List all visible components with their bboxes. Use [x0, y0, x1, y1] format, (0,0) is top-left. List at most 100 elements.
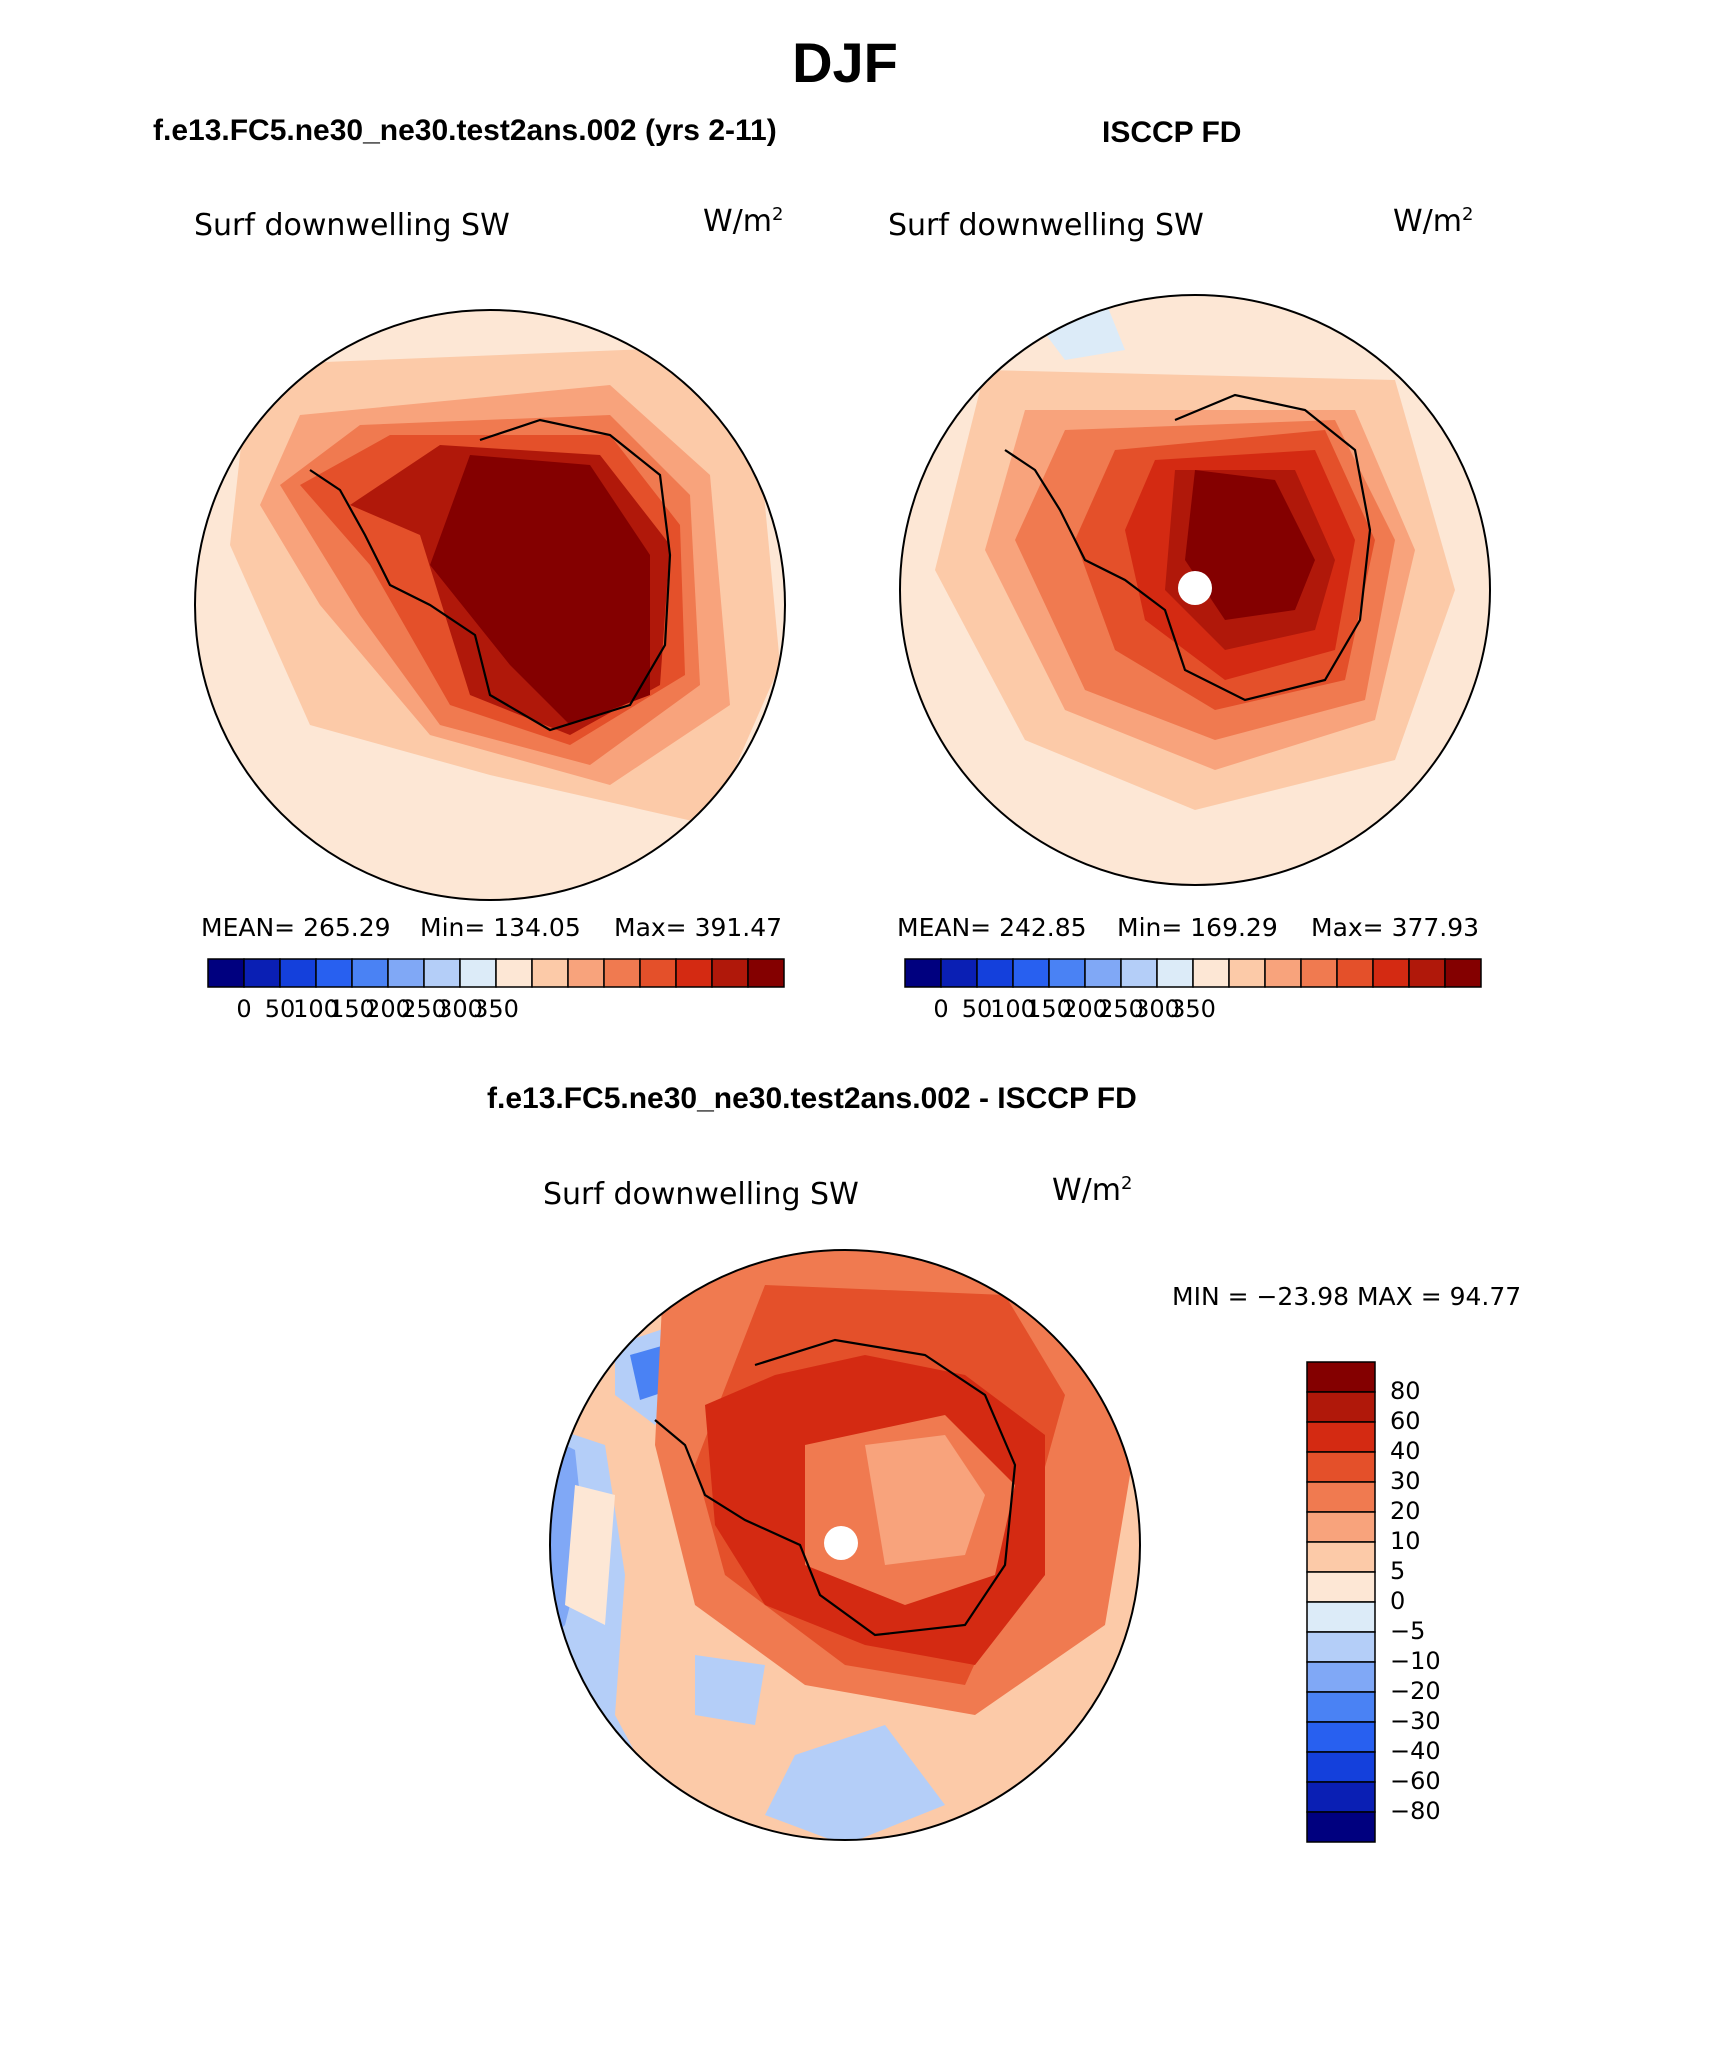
colorbar-swatch: [1120, 958, 1158, 988]
obs-variable-label: Surf downwelling SW: [888, 208, 1204, 243]
colorbar-swatch: [1300, 958, 1338, 988]
colorbar-tick-label: −40: [1390, 1737, 1441, 1765]
colorbar-swatch: [1306, 1601, 1376, 1633]
colorbar-tick-label: −10: [1390, 1647, 1441, 1675]
colorbar-swatch: [904, 958, 942, 988]
colorbar-tick-label: 300: [437, 995, 483, 1023]
colorbar-swatch: [747, 958, 785, 988]
colorbar-tick-label: 300: [1134, 995, 1180, 1023]
obs-colorbar-ticks: 0 50 100 150 200 250 300 350: [903, 995, 1483, 1025]
obs-unit-label: W/m2: [1393, 204, 1474, 239]
colorbar-swatch: [387, 958, 425, 988]
colorbar-swatch: [1408, 958, 1446, 988]
colorbar-swatch: [1306, 1421, 1376, 1453]
colorbar-swatch: [675, 958, 713, 988]
obs-mean-text: MEAN= 242.85: [897, 913, 1087, 942]
colorbar-swatch: [1306, 1511, 1376, 1543]
obs-min-text: Min= 169.29: [1117, 913, 1278, 942]
obs-colorbar: [904, 958, 1482, 988]
colorbar-tick-label: 100: [293, 995, 339, 1023]
colorbar-tick-label: 40: [1390, 1437, 1421, 1465]
colorbar-swatch: [1306, 1391, 1376, 1423]
colorbar-swatch: [1306, 1661, 1376, 1693]
colorbar-tick-label: −60: [1390, 1767, 1441, 1795]
colorbar-tick-label: 80: [1390, 1377, 1421, 1405]
colorbar-tick-label: 200: [365, 995, 411, 1023]
difference-polar-map: [549, 1249, 1141, 1841]
colorbar-swatch: [1048, 958, 1086, 988]
colorbar-tick-label: 0: [1390, 1587, 1406, 1615]
colorbar-swatch: [940, 958, 978, 988]
colorbar-swatch: [423, 958, 461, 988]
colorbar-tick-label: 50: [264, 995, 296, 1023]
obs-polar-map: [899, 294, 1491, 886]
colorbar-tick-label: 150: [329, 995, 375, 1023]
colorbar-swatch: [976, 958, 1014, 988]
colorbar-swatch: [1306, 1541, 1376, 1573]
colorbar-swatch: [711, 958, 749, 988]
colorbar-swatch: [351, 958, 389, 988]
colorbar-swatch: [531, 958, 569, 988]
colorbar-swatch: [1306, 1811, 1376, 1843]
colorbar-swatch: [459, 958, 497, 988]
colorbar-swatch: [1156, 958, 1194, 988]
colorbar-swatch: [1306, 1631, 1376, 1663]
colorbar-swatch: [1336, 958, 1374, 988]
colorbar-tick-label: −5: [1390, 1617, 1426, 1645]
colorbar-tick-label: 250: [401, 995, 447, 1023]
colorbar-swatch: [1444, 958, 1482, 988]
colorbar-tick-label: 20: [1390, 1497, 1421, 1525]
colorbar-swatch: [207, 958, 245, 988]
difference-minmax-text: MIN = −23.98 MAX = 94.77: [1172, 1282, 1522, 1311]
colorbar-swatch: [1192, 958, 1230, 988]
colorbar-tick-label: 150: [1026, 995, 1072, 1023]
colorbar-swatch: [1306, 1361, 1376, 1393]
colorbar-swatch: [639, 958, 677, 988]
difference-title: f.e13.FC5.ne30_ne30.test2ans.002 - ISCCP…: [487, 1082, 1137, 1115]
model-variable-label: Surf downwelling SW: [194, 208, 510, 243]
colorbar-swatch: [567, 958, 605, 988]
colorbar-tick-label: 10: [1390, 1527, 1421, 1555]
colorbar-tick-label: 50: [961, 995, 993, 1023]
colorbar-tick-label: 30: [1390, 1467, 1421, 1495]
colorbar-swatch: [279, 958, 317, 988]
colorbar-swatch: [1084, 958, 1122, 988]
colorbar-swatch: [495, 958, 533, 988]
colorbar-swatch: [1228, 958, 1266, 988]
page-title: DJF: [792, 31, 898, 94]
colorbar-tick-label: 200: [1062, 995, 1108, 1023]
colorbar-tick-label: 0: [933, 995, 949, 1023]
model-max-text: Max= 391.47: [614, 913, 783, 942]
model-colorbar-ticks: 0 50 100 150 200 250 300 350: [206, 995, 786, 1025]
colorbar-tick-label: 5: [1390, 1557, 1406, 1585]
difference-colorbar: [1306, 1361, 1376, 1843]
colorbar-tick-label: −80: [1390, 1797, 1441, 1825]
colorbar-swatch: [603, 958, 641, 988]
colorbar-swatch: [1264, 958, 1302, 988]
colorbar-swatch: [1306, 1691, 1376, 1723]
difference-unit-label: W/m2: [1052, 1173, 1133, 1208]
colorbar-swatch: [1306, 1751, 1376, 1783]
model-colorbar: [207, 958, 785, 988]
colorbar-tick-label: −30: [1390, 1707, 1441, 1735]
colorbar-tick-label: 0: [236, 995, 252, 1023]
colorbar-tick-label: −20: [1390, 1677, 1441, 1705]
model-unit-label: W/m2: [703, 204, 784, 239]
obs-max-text: Max= 377.93: [1311, 913, 1480, 942]
colorbar-swatch: [243, 958, 281, 988]
model-mean-text: MEAN= 265.29: [201, 913, 391, 942]
colorbar-swatch: [1012, 958, 1050, 988]
colorbar-swatch: [315, 958, 353, 988]
colorbar-swatch: [1306, 1451, 1376, 1483]
colorbar-tick-label: 250: [1098, 995, 1144, 1023]
colorbar-swatch: [1306, 1481, 1376, 1513]
colorbar-swatch: [1306, 1571, 1376, 1603]
colorbar-swatch: [1306, 1721, 1376, 1753]
obs-case-title: ISCCP FD: [1102, 116, 1242, 149]
colorbar-tick-label: 350: [473, 995, 519, 1023]
difference-colorbar-ticks: 80 60 40 30 20 10 5 0 −5 −10 −20 −30 −40 −60 −80: [1390, 1360, 1510, 1844]
model-case-title: f.e13.FC5.ne30_ne30.test2ans.002 (yrs 2-…: [153, 114, 777, 147]
colorbar-tick-label: 60: [1390, 1407, 1421, 1435]
colorbar-swatch: [1372, 958, 1410, 988]
colorbar-swatch: [1306, 1781, 1376, 1813]
